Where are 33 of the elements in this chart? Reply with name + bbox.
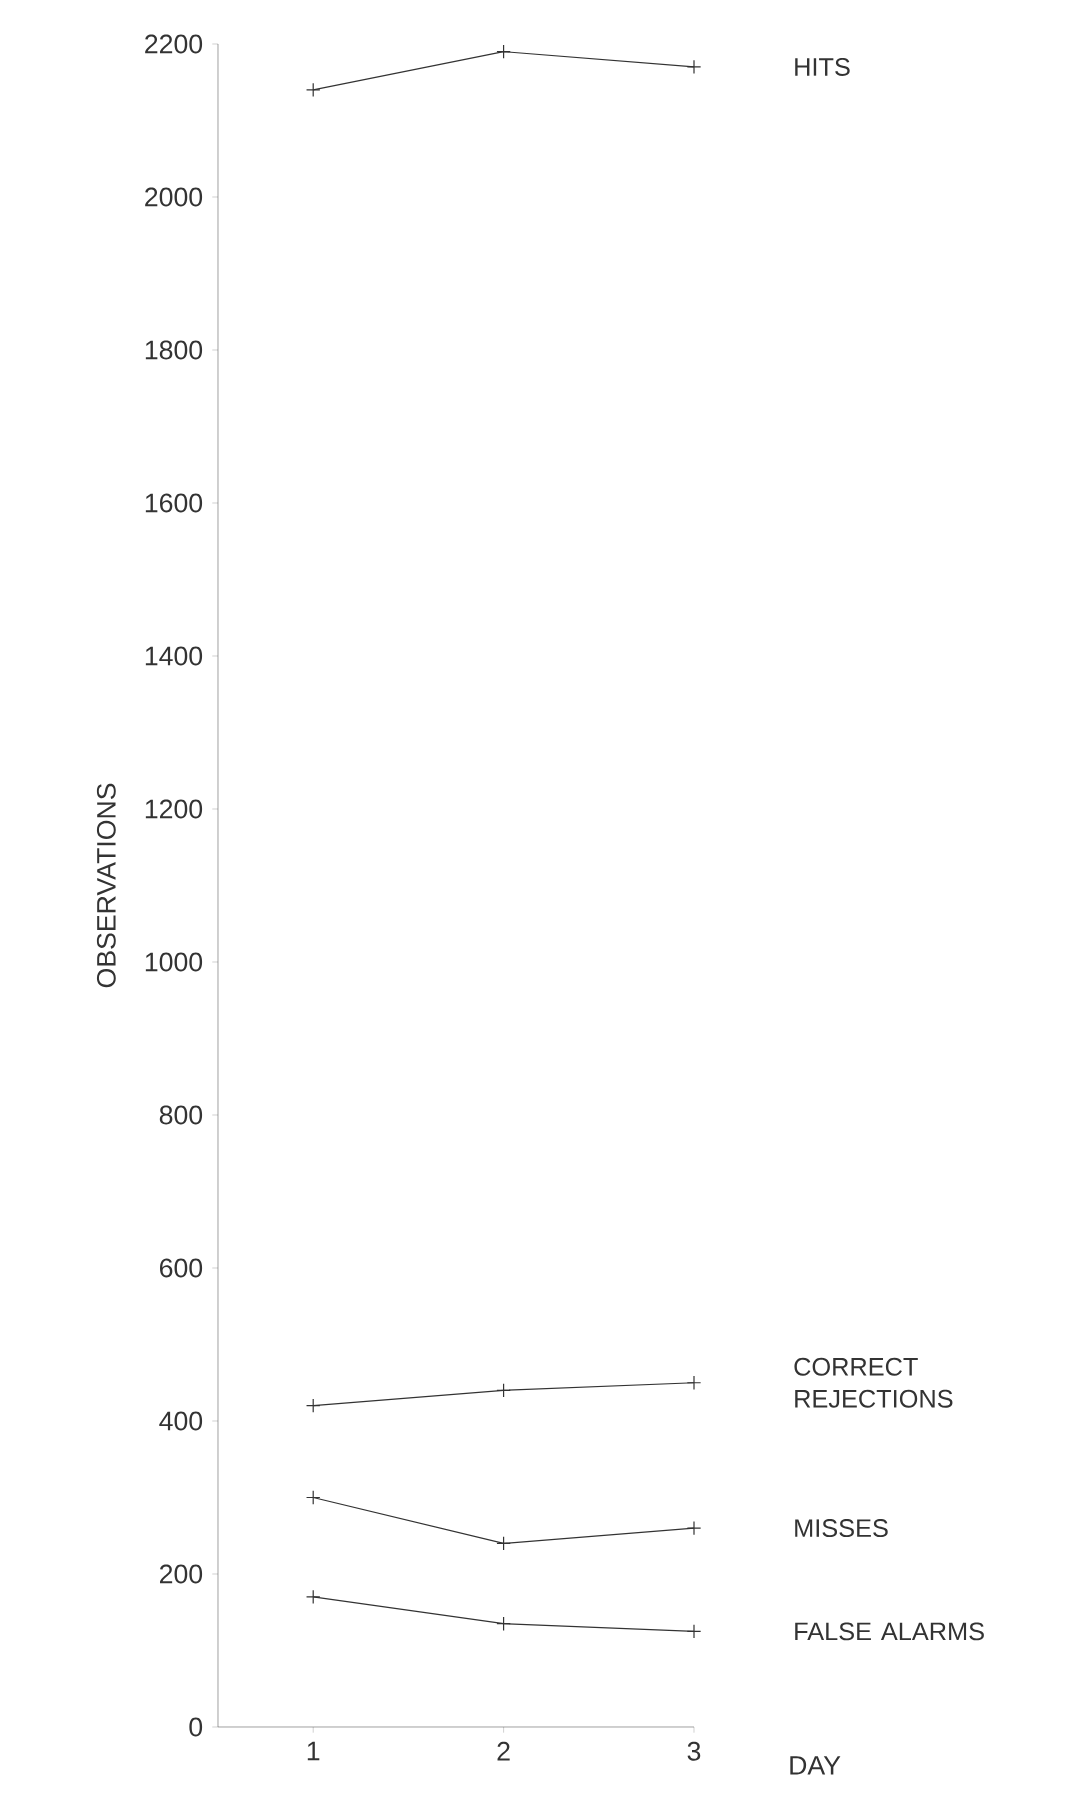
x-axis-title: DAY (790, 1756, 841, 1775)
y-tick-label: 1000 (145, 952, 203, 972)
point (496, 1616, 511, 1631)
text: CORRECT REJECTIONS (794, 1357, 953, 1408)
text: HITS (795, 57, 850, 76)
y-tick-label: 1800 (145, 340, 203, 360)
text: FALSE ALARMS (795, 1622, 984, 1641)
point (496, 1383, 511, 1398)
y-tick-label: 1200 (145, 799, 203, 819)
point (686, 1520, 702, 1536)
point (686, 59, 702, 75)
y-tick-label: 1600 (145, 493, 203, 513)
point (496, 44, 511, 59)
x-tick-label: 2 (497, 1741, 510, 1761)
x-tick-label: 1 (307, 1741, 320, 1761)
point (496, 1536, 511, 1551)
y-tick-label: 600 (160, 1258, 203, 1278)
point (305, 1589, 321, 1605)
y-tick-label: 200 (160, 1564, 203, 1584)
y-tick-label: 2000 (145, 187, 203, 207)
y-tick-label: 400 (159, 1411, 203, 1431)
y-tick-label: 0 (189, 1717, 203, 1737)
point (305, 82, 321, 98)
y-tick-label: 800 (159, 1105, 203, 1125)
y-tick-label: 2200 (145, 34, 203, 54)
point (305, 1490, 321, 1505)
y-axis-title: OBSERVATIONS (96, 783, 116, 988)
text: MISSES (795, 1519, 888, 1538)
point (686, 1624, 702, 1639)
point (686, 1375, 702, 1391)
y-tick-label: 1400 (145, 646, 203, 666)
x-tick-label: 3 (687, 1741, 701, 1761)
point (305, 1398, 321, 1413)
